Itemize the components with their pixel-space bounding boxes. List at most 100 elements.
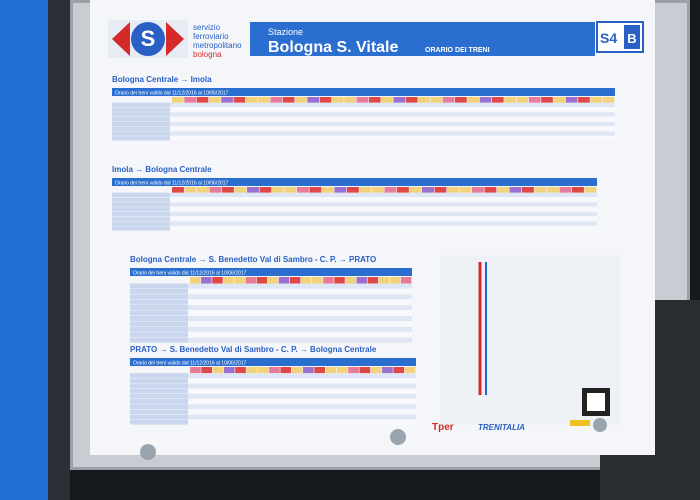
train-color bbox=[284, 187, 297, 193]
train-color bbox=[447, 187, 459, 193]
station-cell bbox=[112, 121, 170, 127]
station-cell bbox=[112, 226, 170, 231]
row-band bbox=[130, 373, 416, 378]
train-color bbox=[282, 97, 295, 103]
validity-band bbox=[130, 268, 412, 276]
row-band bbox=[130, 288, 412, 294]
row-band bbox=[112, 192, 597, 198]
train-color bbox=[430, 97, 443, 103]
train-color bbox=[381, 97, 393, 103]
row-band bbox=[130, 305, 412, 311]
station-cell bbox=[112, 107, 170, 112]
station-cell bbox=[130, 373, 188, 378]
row-band bbox=[130, 299, 412, 305]
station-cell bbox=[130, 332, 188, 338]
station-cell bbox=[112, 216, 170, 221]
train-color bbox=[208, 97, 221, 103]
row-band bbox=[112, 126, 615, 131]
validity: Orario dei treni valido dal 11/12/2016 a… bbox=[115, 91, 229, 97]
row-band bbox=[112, 107, 615, 112]
header-band bbox=[250, 22, 595, 56]
train-color bbox=[201, 367, 212, 374]
train-color bbox=[484, 187, 497, 193]
station-cell bbox=[112, 112, 170, 117]
train-color bbox=[334, 277, 345, 284]
train-color bbox=[212, 277, 223, 284]
train-color bbox=[572, 187, 584, 193]
train-color bbox=[246, 367, 258, 374]
train-color bbox=[196, 97, 209, 103]
logo-s bbox=[131, 22, 165, 56]
train-color bbox=[347, 187, 359, 193]
row-band bbox=[130, 378, 416, 384]
train-color bbox=[516, 97, 529, 103]
operator-logo: Tper bbox=[432, 422, 454, 433]
train-color bbox=[367, 277, 379, 284]
train-color bbox=[201, 277, 212, 284]
train-color bbox=[497, 187, 509, 193]
row-band bbox=[130, 316, 412, 321]
line-code: S4 bbox=[600, 30, 617, 46]
station-cell bbox=[130, 388, 188, 394]
station-cell bbox=[130, 326, 188, 332]
train-color bbox=[370, 367, 382, 374]
validity-band bbox=[130, 358, 416, 366]
train-color bbox=[559, 187, 572, 193]
station-cell bbox=[112, 117, 170, 122]
train-color bbox=[372, 187, 384, 193]
row-band bbox=[130, 321, 412, 327]
train-color bbox=[295, 97, 307, 103]
row-band bbox=[112, 226, 597, 231]
train-color bbox=[197, 187, 209, 193]
train-color bbox=[269, 367, 280, 374]
row-band bbox=[130, 332, 412, 338]
train-color bbox=[190, 277, 201, 284]
train-color bbox=[528, 97, 541, 103]
station-cell bbox=[130, 404, 188, 409]
row-band bbox=[130, 337, 412, 343]
station-cell bbox=[112, 131, 170, 136]
station-cell bbox=[112, 197, 170, 202]
train-color bbox=[289, 277, 301, 284]
train-color bbox=[584, 187, 597, 193]
train-color bbox=[491, 97, 504, 103]
validity: Orario dei treni valido dal 11/12/2016 a… bbox=[115, 181, 229, 187]
train-color bbox=[259, 187, 272, 193]
train-color bbox=[222, 187, 234, 193]
row-band bbox=[112, 202, 597, 207]
train-color bbox=[602, 97, 615, 103]
row-band bbox=[112, 112, 615, 117]
station-cell bbox=[112, 207, 170, 212]
screw bbox=[593, 418, 607, 432]
train-color bbox=[504, 97, 516, 103]
station-cell bbox=[130, 378, 188, 384]
station-cell bbox=[130, 383, 188, 389]
row-band bbox=[130, 388, 416, 394]
train-color bbox=[278, 277, 290, 284]
train-color bbox=[382, 367, 393, 374]
train-color bbox=[393, 97, 406, 103]
train-color bbox=[345, 277, 356, 284]
train-color bbox=[359, 187, 372, 193]
brand-line: metropolitano bbox=[193, 41, 242, 50]
train-color bbox=[434, 187, 447, 193]
train-color bbox=[303, 367, 314, 374]
timetables: Bologna Centrale → Imola Orario dei treni… bbox=[112, 75, 615, 425]
station-cell bbox=[130, 288, 188, 294]
train-color bbox=[534, 187, 547, 193]
train-color bbox=[267, 277, 279, 284]
train-color bbox=[245, 97, 258, 103]
row-band bbox=[112, 221, 597, 226]
train-color bbox=[368, 97, 381, 103]
validity: Orario dei treni valido dal 11/12/2016 a… bbox=[133, 361, 247, 367]
train-color bbox=[323, 277, 334, 284]
station-cell bbox=[112, 211, 170, 217]
station-cell bbox=[130, 310, 188, 316]
train-color bbox=[393, 367, 405, 374]
row-band bbox=[130, 283, 412, 289]
station-cell bbox=[130, 414, 188, 420]
train-color bbox=[307, 97, 320, 103]
blue-frame bbox=[0, 0, 48, 500]
station-cell bbox=[130, 299, 188, 305]
station-cell bbox=[112, 126, 170, 131]
